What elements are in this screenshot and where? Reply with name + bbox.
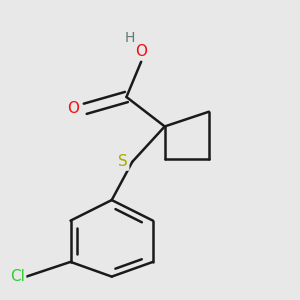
Text: O: O (135, 44, 147, 59)
Text: O: O (67, 101, 79, 116)
Text: Cl: Cl (10, 269, 25, 284)
Text: H: H (124, 32, 135, 46)
Text: S: S (118, 154, 128, 169)
